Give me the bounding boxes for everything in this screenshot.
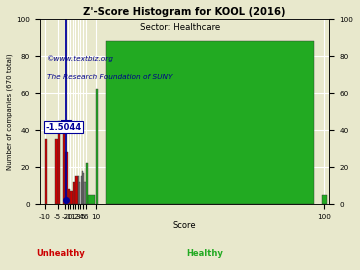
- Text: ©www.textbiz.org: ©www.textbiz.org: [47, 55, 114, 62]
- Title: Z'-Score Histogram for KOOL (2016): Z'-Score Histogram for KOOL (2016): [84, 7, 286, 17]
- X-axis label: Score: Score: [173, 221, 197, 230]
- Bar: [45, 139, 48, 204]
- Text: The Research Foundation of SUNY: The Research Foundation of SUNY: [47, 74, 172, 80]
- Bar: [68, 189, 70, 204]
- Bar: [81, 176, 82, 204]
- Text: Sector: Healthcare: Sector: Healthcare: [140, 23, 220, 32]
- Bar: [55, 139, 58, 204]
- Text: Unhealthy: Unhealthy: [36, 249, 85, 258]
- Bar: [322, 195, 327, 204]
- Bar: [83, 173, 84, 204]
- Bar: [86, 163, 88, 204]
- Bar: [106, 41, 314, 204]
- Bar: [82, 171, 83, 204]
- Bar: [58, 121, 60, 204]
- Bar: [84, 182, 86, 204]
- Bar: [79, 182, 80, 204]
- Bar: [71, 191, 73, 204]
- Bar: [76, 176, 78, 204]
- Bar: [96, 89, 98, 204]
- Text: -1.5044: -1.5044: [45, 123, 81, 132]
- Bar: [65, 152, 68, 204]
- Bar: [73, 182, 75, 204]
- Text: Healthy: Healthy: [186, 249, 224, 258]
- Bar: [63, 126, 65, 204]
- Y-axis label: Number of companies (670 total): Number of companies (670 total): [7, 53, 13, 170]
- Bar: [78, 176, 79, 204]
- Bar: [88, 195, 95, 204]
